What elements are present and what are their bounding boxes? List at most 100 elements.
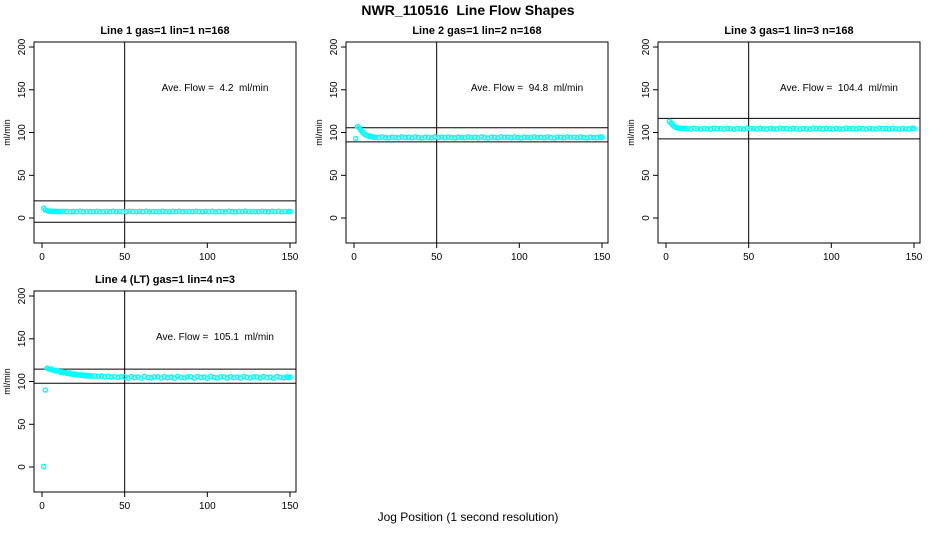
x-tick-label: 50 xyxy=(743,252,755,263)
data-point xyxy=(813,125,820,132)
data-point xyxy=(458,134,465,141)
data-point xyxy=(734,125,740,132)
data-point xyxy=(491,134,498,141)
data-point xyxy=(179,208,186,215)
data-point xyxy=(372,134,379,140)
y-axis-label: ml/min xyxy=(2,368,12,395)
panel-title: Line 2 gas=1 lin=2 n=168 xyxy=(412,25,541,37)
data-point xyxy=(102,374,108,380)
data-point xyxy=(432,134,438,140)
data-point xyxy=(744,125,750,131)
data-point xyxy=(182,208,189,215)
x-tick-label: 50 xyxy=(119,252,131,263)
data-point xyxy=(149,208,156,215)
data-point xyxy=(757,125,763,132)
data-point xyxy=(701,125,707,132)
y-tick-label: 150 xyxy=(17,330,28,347)
data-point xyxy=(793,126,800,132)
data-point xyxy=(866,125,873,132)
data-point xyxy=(465,134,471,140)
data-point xyxy=(770,126,777,132)
data-point xyxy=(590,134,597,141)
x-tick-label: 0 xyxy=(39,252,45,263)
data-point xyxy=(245,208,252,215)
data-point xyxy=(242,208,249,214)
data-point xyxy=(239,208,245,215)
data-point xyxy=(382,134,389,141)
data-point xyxy=(599,134,605,141)
data-point xyxy=(77,208,83,214)
data-point xyxy=(820,126,826,132)
x-tick-label: 100 xyxy=(199,501,216,512)
data-point xyxy=(902,126,909,132)
data-point xyxy=(287,208,293,215)
data-point xyxy=(249,208,255,215)
data-point xyxy=(153,208,159,215)
data-point xyxy=(255,208,262,215)
data-point xyxy=(212,208,219,215)
data-point xyxy=(389,134,395,140)
data-point xyxy=(691,125,697,132)
data-point xyxy=(186,208,192,215)
data-point xyxy=(163,208,169,215)
data-point xyxy=(849,125,856,132)
data-point xyxy=(202,208,209,215)
data-point xyxy=(275,208,282,214)
data-point xyxy=(724,125,730,132)
x-tick-label: 0 xyxy=(351,252,357,263)
x-tick-label: 100 xyxy=(199,252,216,263)
data-point xyxy=(287,374,293,380)
data-point xyxy=(780,125,787,132)
data-point xyxy=(767,125,773,132)
main-title: NWR_110516 Line Flow Shapes xyxy=(361,2,575,18)
data-point xyxy=(714,125,721,132)
data-point xyxy=(151,374,158,380)
ave-flow-text: Ave. Flow = 104.4 ml/min xyxy=(780,83,898,94)
data-point xyxy=(853,126,859,132)
data-point xyxy=(107,208,113,215)
x-tick-label: 100 xyxy=(511,252,528,263)
data-point xyxy=(87,208,93,215)
data-point xyxy=(504,134,511,140)
data-point xyxy=(764,126,770,132)
data-point xyxy=(810,125,816,131)
y-tick-label: 100 xyxy=(641,124,652,141)
data-point xyxy=(521,134,528,140)
panel-line-2: 0 50 100 150 200 0 50 100 150 ml/min Line 2 gas=1 … xyxy=(312,14,624,266)
data-point xyxy=(250,374,257,380)
panel-line-3: 0 50 100 150 200 0 50 100 150 ml/min Line 3 gas=1 … xyxy=(624,14,936,266)
data-point xyxy=(265,208,272,215)
data-point xyxy=(259,208,265,215)
x-tick-label: 50 xyxy=(431,252,443,263)
y-tick-label: 50 xyxy=(329,169,340,181)
data-point xyxy=(833,125,840,132)
plot-box xyxy=(33,290,297,493)
data-point xyxy=(232,208,239,215)
panel-line-1-plot: 0 50 100 150 200 0 50 100 150 ml/min Line 1 gas=1 … xyxy=(2,25,299,263)
ave-flow-text: Ave. Flow = 105.1 ml/min xyxy=(156,332,274,343)
data-point xyxy=(103,208,110,215)
y-tick-label: 200 xyxy=(17,38,28,55)
data-point xyxy=(501,134,508,141)
y-tick-label: 50 xyxy=(17,169,28,181)
data-point xyxy=(836,126,843,132)
data-point xyxy=(422,134,428,140)
data-point xyxy=(704,126,711,132)
data-point xyxy=(405,134,412,140)
y-tick-label: 100 xyxy=(17,124,28,141)
panel-line-1: 0 50 100 150 200 0 50 100 150 ml/min Line 1 gas=1 … xyxy=(0,14,312,266)
data-point xyxy=(787,126,793,132)
data-point xyxy=(189,208,196,215)
data-point xyxy=(235,208,242,215)
data-point xyxy=(826,126,833,132)
panel-line-4: 0 50 100 150 200 0 50 100 150 ml/min Line 4 (LT) g… xyxy=(0,263,312,515)
data-point xyxy=(67,208,73,215)
data-point xyxy=(737,126,744,132)
data-point xyxy=(571,134,577,140)
y-tick-label: 150 xyxy=(641,81,652,98)
data-point xyxy=(272,208,278,215)
panel-line-2-plot: 0 50 100 150 200 0 50 100 150 ml/min Line 2 gas=1 … xyxy=(314,25,611,263)
data-point xyxy=(159,208,166,215)
data-point xyxy=(580,134,587,141)
ave-flow-text: Ave. Flow = 4.2 ml/min xyxy=(162,83,269,94)
